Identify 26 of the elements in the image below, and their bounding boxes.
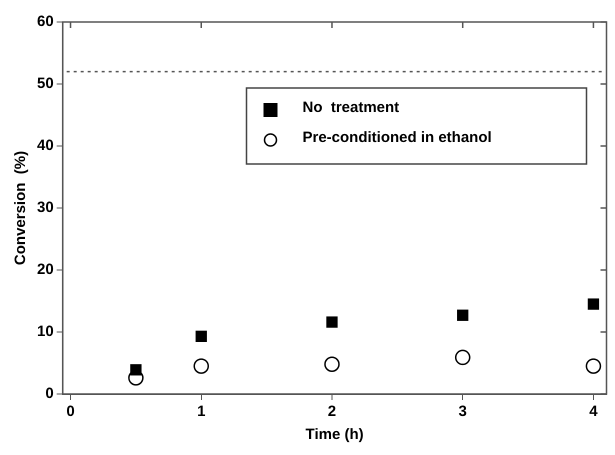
x-tick-label: 4 <box>589 403 598 420</box>
y-tick-label: 10 <box>36 323 54 340</box>
point <box>457 310 468 321</box>
y-axis-title: Conversion (%) <box>12 150 30 266</box>
point <box>454 350 470 366</box>
y-tick-label: 60 <box>36 13 54 30</box>
y-tick-label: 0 <box>45 385 54 402</box>
point <box>586 358 602 374</box>
point <box>324 356 340 372</box>
legend-label: No treatment <box>302 99 400 116</box>
x-tick-label: 2 <box>328 403 336 420</box>
point <box>130 364 142 376</box>
y-tick-label: 40 <box>36 137 54 154</box>
y-tick-label: 30 <box>36 199 54 216</box>
y-tick-label: 20 <box>36 261 54 278</box>
x-tick-label: 1 <box>197 403 206 420</box>
x-tick-label: 3 <box>458 403 467 420</box>
legend-label: Pre-conditioned in ethanol <box>302 129 492 146</box>
x-tick-label: 0 <box>66 403 75 420</box>
point <box>194 358 210 374</box>
point <box>588 298 600 310</box>
y-tick-label: 50 <box>36 75 54 92</box>
point <box>326 316 338 328</box>
point <box>128 370 144 386</box>
x-axis-title: Time (h) <box>306 426 364 444</box>
point <box>196 330 207 342</box>
